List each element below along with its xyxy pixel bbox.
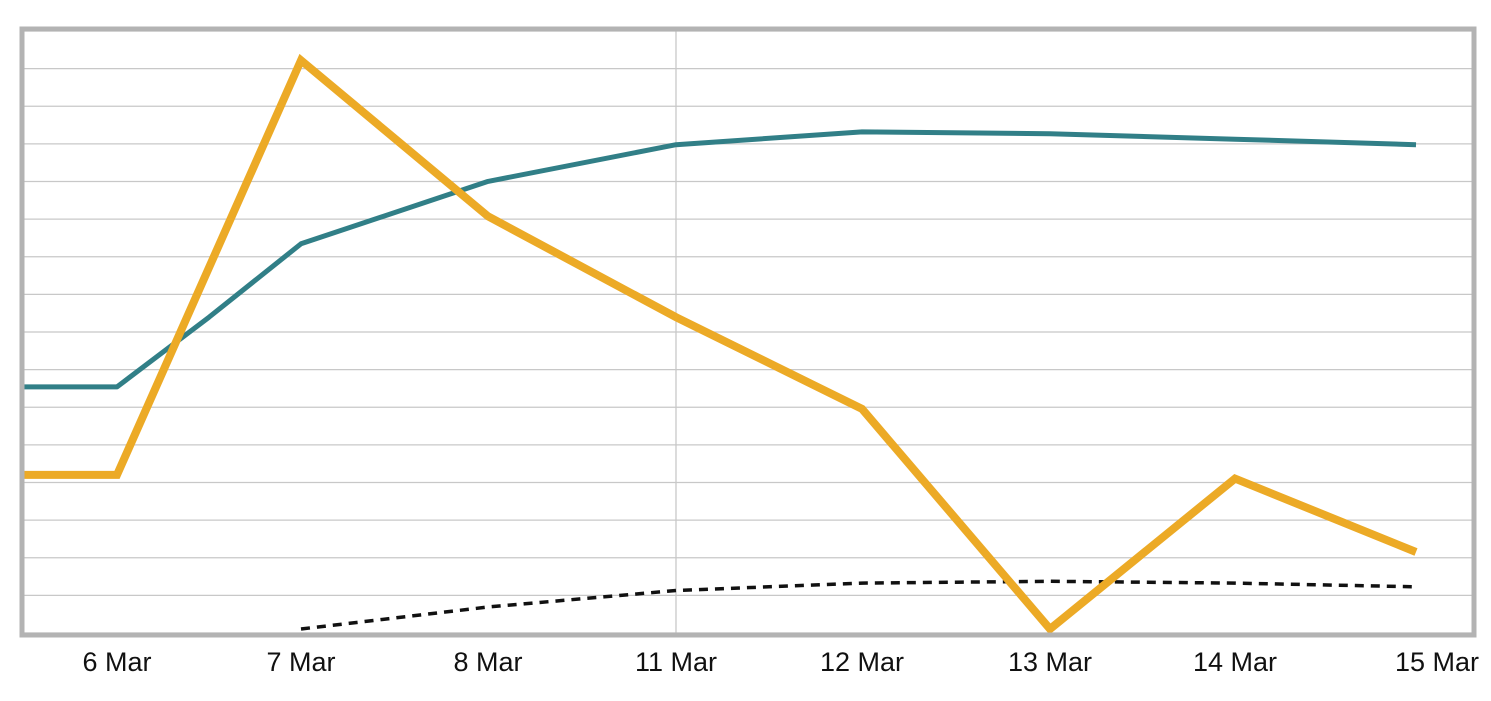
x-tick-label: 7 Mar bbox=[266, 647, 335, 677]
x-axis-tick-labels: 6 Mar 7 Mar 8 Mar 11 Mar 12 Mar 13 Mar 14 Mar 1… bbox=[82, 647, 1479, 677]
x-tick-label: 12 Mar bbox=[820, 647, 904, 677]
x-tick-label: 6 Mar bbox=[82, 647, 151, 677]
series-line-2 bbox=[300, 579, 1417, 631]
series-line-1 bbox=[24, 129, 1417, 390]
series-line-0 bbox=[24, 53, 1418, 635]
x-tick-label: 14 Mar bbox=[1193, 647, 1277, 677]
x-tick-label: 11 Mar bbox=[635, 647, 717, 677]
x-tick-label: 13 Mar bbox=[1008, 647, 1092, 677]
x-tick-label: 8 Mar bbox=[453, 647, 522, 677]
x-tick-label: 15 Mar bbox=[1395, 647, 1479, 677]
series-lines bbox=[24, 53, 1418, 635]
plot-frame bbox=[19, 26, 1477, 638]
gridlines bbox=[24, 30, 1472, 634]
